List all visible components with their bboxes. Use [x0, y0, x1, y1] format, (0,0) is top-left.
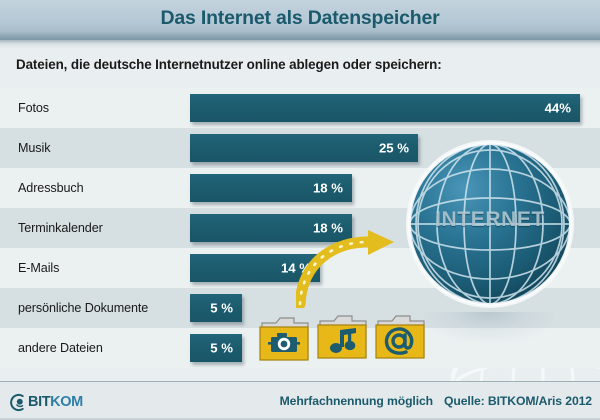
footnote-multiple-answers: Mehrfachnennung möglich: [279, 394, 434, 408]
bar: 18 %: [190, 174, 352, 202]
bar-value: 18 %: [312, 220, 343, 236]
music-note-folder-icon: [317, 315, 367, 359]
bar: 18 %: [190, 214, 352, 242]
at-sign-folder-icon: [375, 315, 425, 359]
bitkom-logo: BITKOM: [8, 392, 118, 412]
folder-group: [258, 303, 434, 365]
row-label: persönliche Dokumente: [18, 301, 149, 315]
source-label: Quelle: BITKOM/Aris 2012: [444, 394, 592, 408]
logo-text-secondary: KOM: [50, 394, 83, 410]
header-shadow: [0, 40, 600, 49]
row-label: Musik: [18, 141, 51, 155]
table-row: Musik 25 %: [0, 128, 600, 168]
footer-notes: Mehrfachnennung möglich Quelle: BITKOM/Ar…: [279, 394, 593, 408]
chart-subtitle: Dateien, die deutsche Internetnutzer onl…: [16, 57, 442, 72]
bar: 14 %: [190, 254, 320, 282]
header-band: Das Internet als Datenspeicher: [0, 0, 600, 40]
row-label: E-Mails: [18, 261, 60, 275]
bar-value: 44%: [544, 100, 571, 116]
bar-value: 18 %: [312, 180, 343, 196]
logo-text-primary: BIT: [28, 394, 51, 410]
bottom-frame: [0, 418, 600, 420]
bar-value: 5 %: [210, 300, 233, 316]
table-row: andere Dateien 5 %: [0, 328, 600, 368]
footer-band: [0, 382, 600, 420]
camera-folder-icon: [259, 317, 309, 361]
bar: 5 %: [190, 294, 242, 322]
row-label: Fotos: [18, 101, 49, 115]
row-label: Adressbuch: [18, 181, 84, 195]
row-label: andere Dateien: [18, 341, 103, 355]
globe-sphere-icon: [406, 140, 574, 308]
row-label: Terminkalender: [18, 221, 103, 235]
bitkom-wordmark: BITKOM: [28, 394, 83, 410]
bar-value: 25 %: [378, 140, 409, 156]
bar: 44%: [190, 94, 580, 122]
page-title: Das Internet als Datenspeicher: [160, 7, 440, 29]
bar: 5 %: [190, 334, 242, 362]
table-row: Fotos 44%: [0, 88, 600, 128]
bar: 25 %: [190, 134, 418, 162]
bar-value: 5 %: [210, 340, 233, 356]
bitkom-arc-icon: [10, 393, 24, 412]
footer-divider: [0, 381, 600, 382]
bar-value: 14 %: [280, 260, 311, 276]
